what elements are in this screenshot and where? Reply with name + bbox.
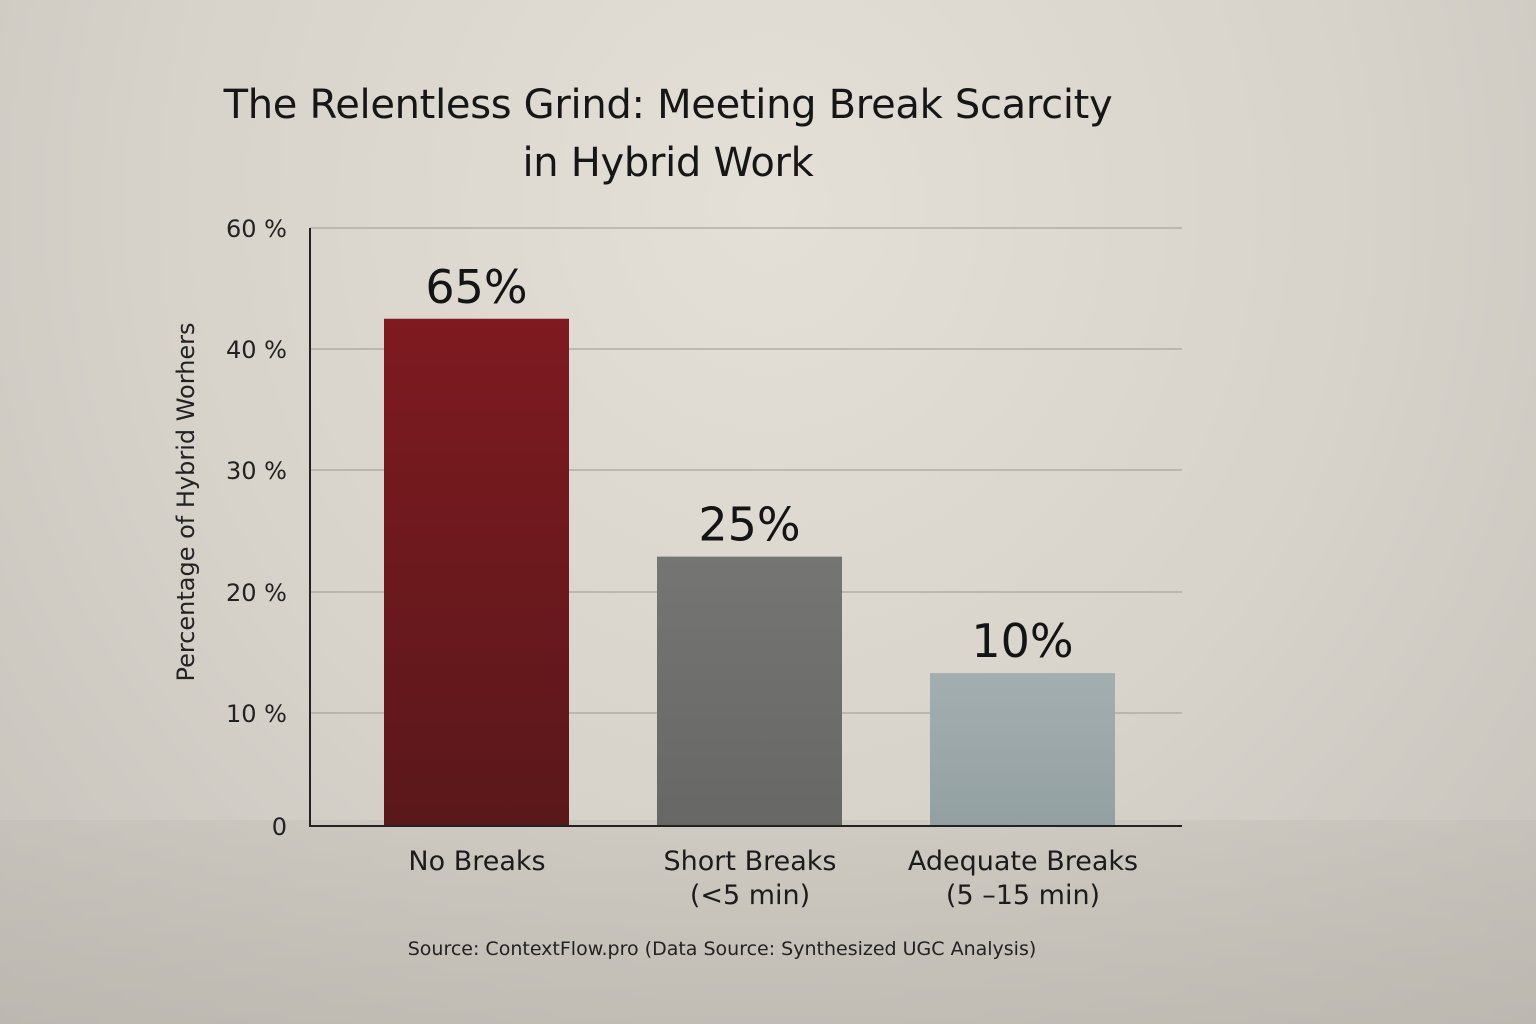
bar-2	[930, 673, 1115, 826]
category-label-line2: (5 –15 min)	[945, 880, 1101, 911]
category-label-adequate-breaks: Adequate Breaks (5 –15 min)	[863, 845, 1183, 913]
data-label-0: 65%	[425, 260, 527, 314]
category-label-line1: No Breaks	[408, 846, 546, 877]
category-label-short-breaks: Short Breaks (<5 min)	[590, 845, 910, 913]
chart-title-line-1: The Relentless Grind: Meeting Break Scar…	[223, 82, 1113, 128]
y-axis-ticks: 0 10 % 20 % 30 % 40 % 60 %	[226, 215, 287, 841]
source-note: Source: ContextFlow.pro (Data Source: Sy…	[407, 938, 1037, 960]
bar-1	[657, 556, 842, 826]
category-label-line1: Short Breaks	[663, 846, 837, 877]
y-tick-label: 40 %	[226, 336, 287, 364]
y-tick-label: 20 %	[226, 579, 287, 607]
y-tick-label: 30 %	[226, 457, 287, 485]
chart-title-line-2: in Hybrid Work	[522, 140, 814, 186]
category-label-line1: Adequate Breaks	[907, 846, 1139, 877]
y-tick-label: 10 %	[226, 700, 287, 728]
backdrop-floor	[0, 820, 1536, 1024]
bars	[384, 318, 1115, 826]
data-labels: 65% 25% 10%	[425, 260, 1073, 668]
data-label-1: 25%	[698, 498, 800, 552]
y-tick-label: 60 %	[226, 215, 287, 243]
category-label-no-breaks: No Breaks	[317, 845, 637, 879]
y-axis-label: Percentage of Hybrid Worhers	[172, 322, 200, 682]
data-label-2: 10%	[971, 614, 1073, 668]
y-tick-label: 0	[272, 813, 287, 841]
bar-0	[384, 318, 569, 826]
category-label-line2: (<5 min)	[689, 880, 811, 911]
